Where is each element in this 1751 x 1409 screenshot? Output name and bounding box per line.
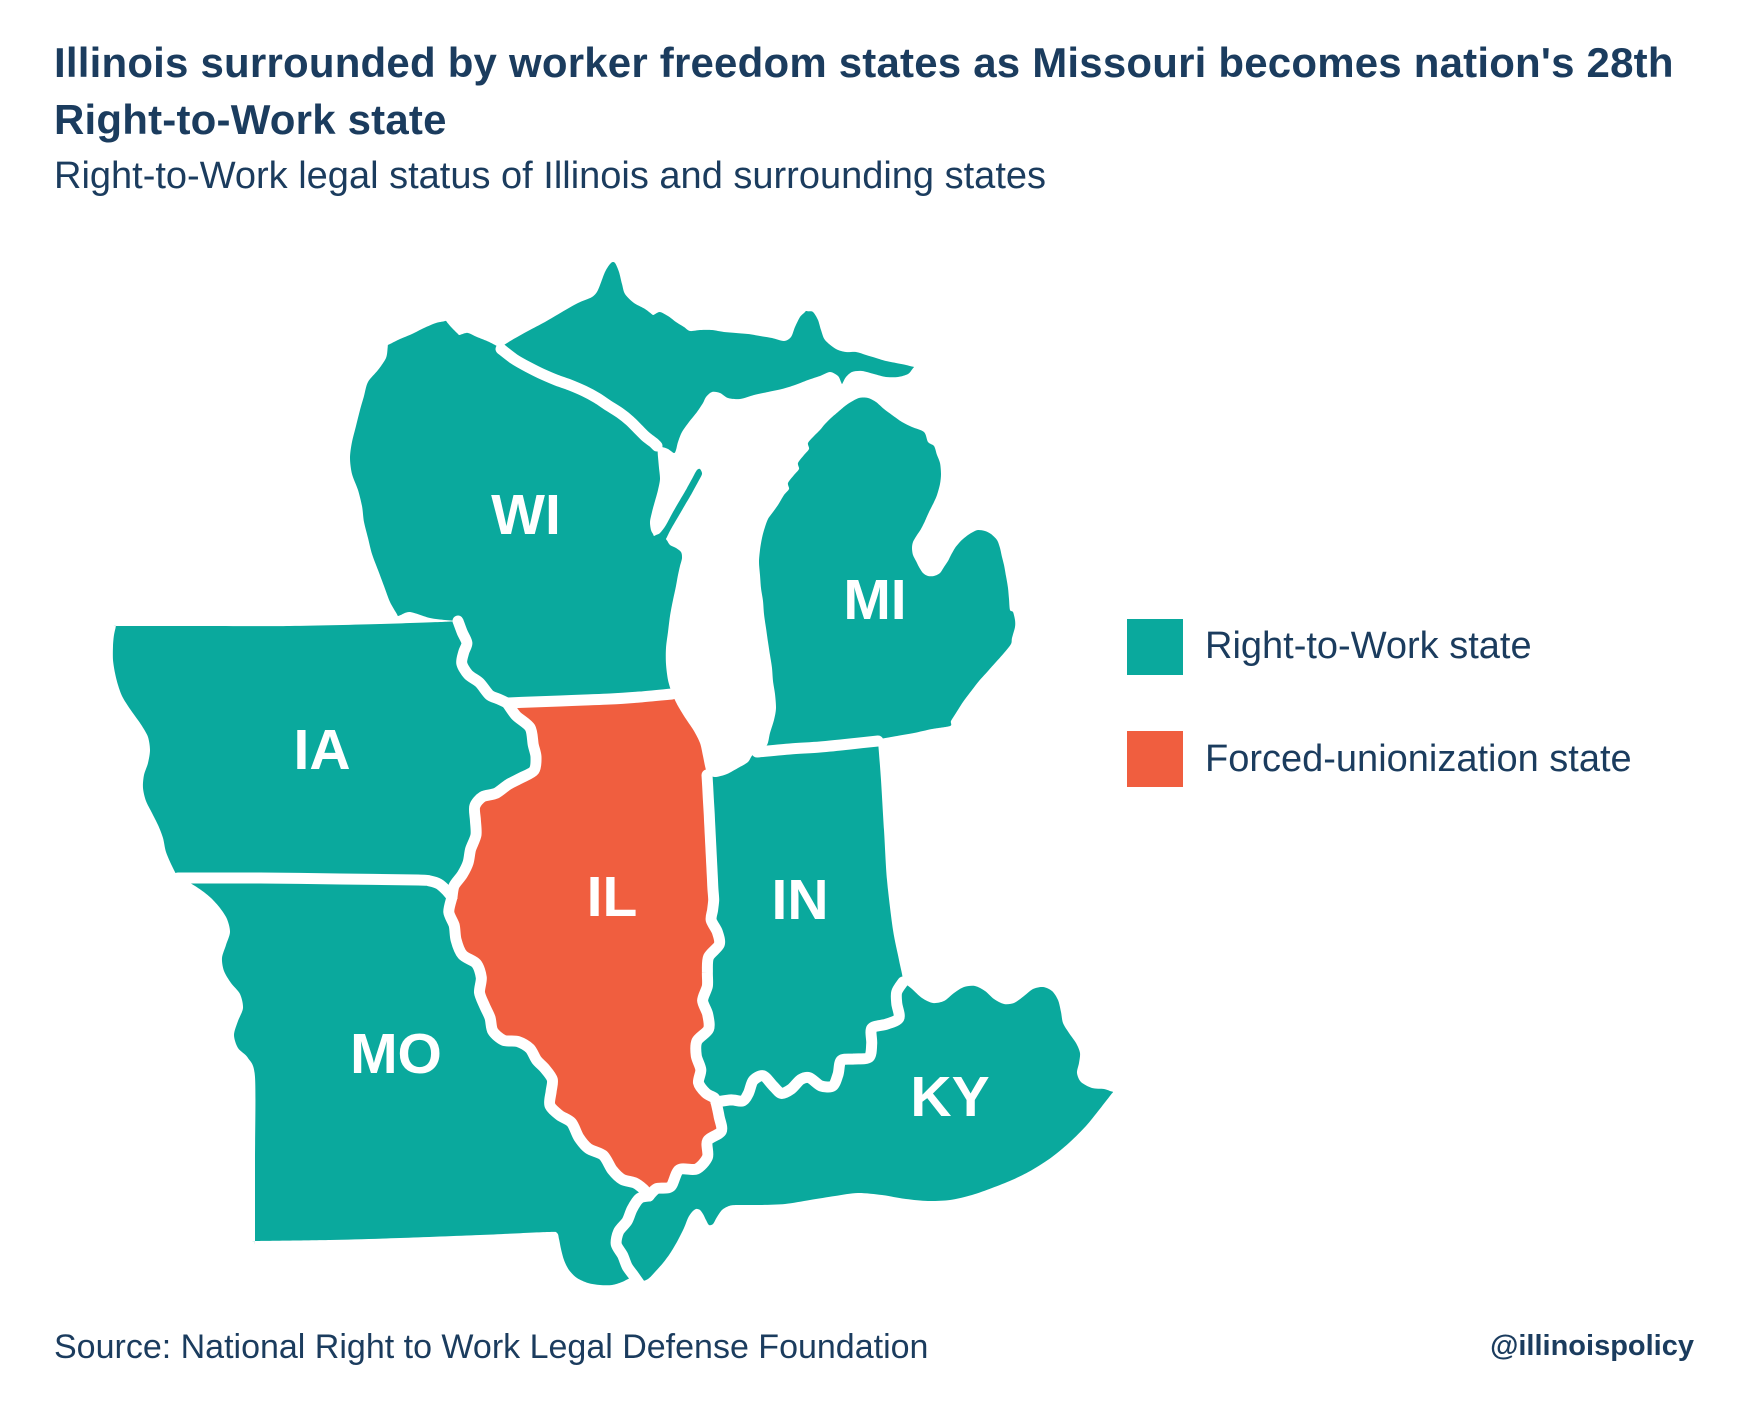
svg-text:IA: IA bbox=[294, 718, 351, 782]
svg-text:IL: IL bbox=[587, 865, 638, 929]
svg-text:KY: KY bbox=[910, 1065, 989, 1129]
svg-text:WI: WI bbox=[491, 483, 561, 547]
svg-text:IN: IN bbox=[772, 868, 829, 932]
svg-text:MI: MI bbox=[843, 568, 906, 632]
svg-text:MO: MO bbox=[350, 1022, 442, 1086]
